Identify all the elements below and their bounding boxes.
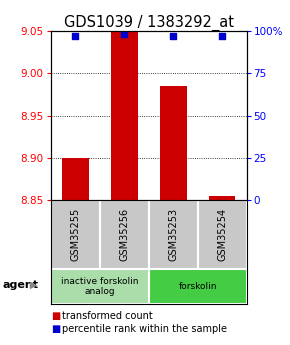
Title: GDS1039 / 1383292_at: GDS1039 / 1383292_at	[64, 15, 234, 31]
Text: GSM35256: GSM35256	[119, 208, 129, 261]
Text: inactive forskolin
analog: inactive forskolin analog	[61, 277, 138, 296]
Bar	[100, 200, 148, 269]
Text: transformed count: transformed count	[62, 311, 153, 321]
Bar	[209, 196, 235, 200]
Text: forskolin: forskolin	[178, 282, 217, 291]
Text: agent: agent	[3, 280, 39, 289]
Bar	[148, 269, 246, 304]
Text: GSM35254: GSM35254	[217, 208, 227, 261]
Text: ■: ■	[51, 325, 60, 334]
Point	[73, 33, 77, 39]
Text: percentile rank within the sample: percentile rank within the sample	[62, 325, 227, 334]
Point	[171, 33, 175, 39]
Text: GSM35255: GSM35255	[70, 208, 80, 261]
Bar	[160, 86, 186, 200]
Bar	[51, 269, 148, 304]
Text: GSM35253: GSM35253	[168, 208, 178, 261]
Bar	[111, 31, 138, 200]
Bar	[62, 158, 89, 200]
Bar	[148, 200, 197, 269]
Text: ■: ■	[51, 311, 60, 321]
Bar	[51, 200, 100, 269]
Point	[122, 32, 126, 37]
Point	[220, 33, 224, 39]
Bar	[197, 200, 246, 269]
Text: ▶: ▶	[30, 280, 38, 289]
